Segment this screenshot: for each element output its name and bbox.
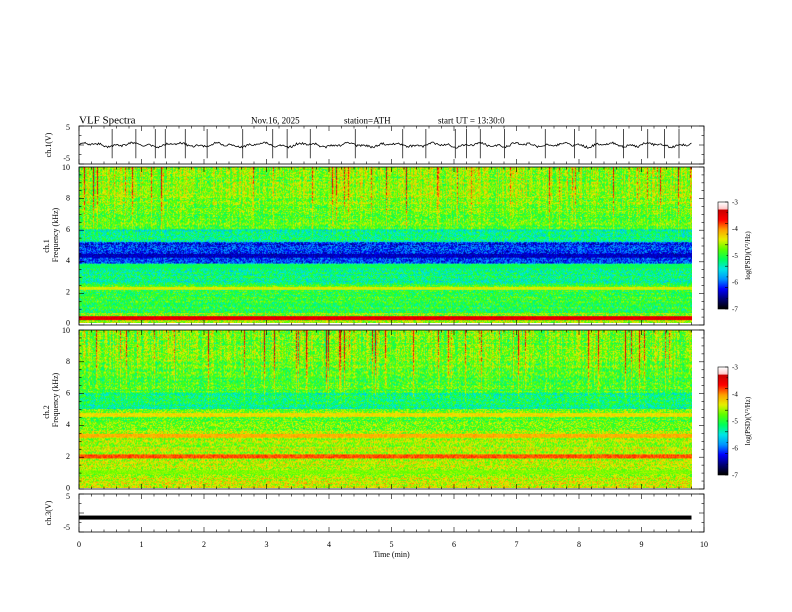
ch1-spec-ytick: 10 [62,163,70,172]
x-axis-label: Time (min) [373,550,410,559]
figure-title: VLF Spectra [79,115,136,127]
ch2-spectrogram-image [79,330,692,488]
ch1-colorbar-tick: -4 [732,225,738,233]
ch2-colorbar [718,367,728,475]
ch1-spec-ylabel: Frequency (kHz) [51,207,60,262]
ch2-spec-ylabel: Frequency (kHz) [51,372,60,427]
x-tick-label: 7 [515,540,519,549]
ch1-spec-ytick: 6 [66,225,70,234]
ch1-colorbar-tick: -7 [732,306,738,314]
x-tick-label: 3 [265,540,269,549]
ch3-trace-ylabel: ch.3(V) [44,500,53,525]
ch1-colorbar-tick: -5 [732,252,738,260]
ch2-colorbar-tick: -3 [732,364,738,372]
ch2-spec-ytick: 6 [66,389,70,398]
x-tick-label: 1 [140,540,144,549]
ch2-colorbar-tick: -7 [732,472,738,480]
ch2-spec-ytick: 4 [66,420,70,429]
x-tick-labels: 0 1 2 3 4 5 6 7 8 9 10 [77,540,708,549]
ch1-spec-yticks: 0 2 4 6 8 10 [62,163,70,328]
ch2-spec-channel-label: ch.2 [42,405,51,419]
x-tick-label: 8 [577,540,581,549]
ch3-waveform [79,515,692,520]
x-tick-label: 2 [202,540,206,549]
ch1-spikes [111,129,680,159]
x-tick-label: 0 [77,540,81,549]
ch2-colorbar-ticks: -3 -4 -5 -6 -7 [732,364,738,480]
ch1-colorbar-tick: -6 [732,279,738,287]
ch1-spec-ytick: 0 [66,319,70,328]
ch2-colorbar-tick: -6 [732,445,738,453]
ch1-trace-ylabel: ch.1(V) [44,132,53,157]
ch2-colorbar-tick: -5 [732,418,738,426]
ch1-spectrogram-image [79,167,692,323]
x-tick-label: 9 [640,540,644,549]
date-label: Nov.16, 2025 [251,116,300,126]
ch1-colorbar-tick: -3 [732,199,738,207]
ch2-spec-ytick: 2 [66,452,70,461]
ch1-spec-channel-label: ch.1 [42,239,51,253]
ch1-ytick-top: 5 [66,123,70,132]
ch2-colorbar-label: log(PSD)(V²/Hz) [744,396,752,445]
x-tick-label: 6 [452,540,456,549]
x-tick-label: 4 [327,540,331,549]
ch1-spec-ytick: 4 [66,256,70,265]
x-tick-label: 5 [390,540,394,549]
ch2-spec-ytick: 10 [62,326,70,335]
ch3-ytick-top: 5 [66,492,70,501]
ch1-spec-ytick: 8 [66,194,70,203]
minor-ticks [78,125,728,533]
ch1-spec-ytick: 2 [66,288,70,297]
ch3-ytick-bottom: -5 [63,523,70,532]
x-tick-label: 10 [700,540,708,549]
ch1-waveform [79,141,692,149]
ch2-spec-yticks: 0 2 4 6 8 10 [62,326,70,493]
ch2-spec-ytick: 0 [66,484,70,493]
ch2-colorbar-tick: -4 [732,391,738,399]
ch1-colorbar-ticks: -3 -4 -5 -6 -7 [732,199,738,314]
ch1-colorbar [718,202,728,309]
ch1-ytick-bottom: -5 [63,154,70,163]
start-time-label: start UT = 13:30:0 [438,116,505,126]
ch1-colorbar-label: log(PSD)(V²/Hz) [744,231,752,280]
station-label: station=ATH [344,116,391,126]
ch2-spec-ytick: 8 [66,357,70,366]
